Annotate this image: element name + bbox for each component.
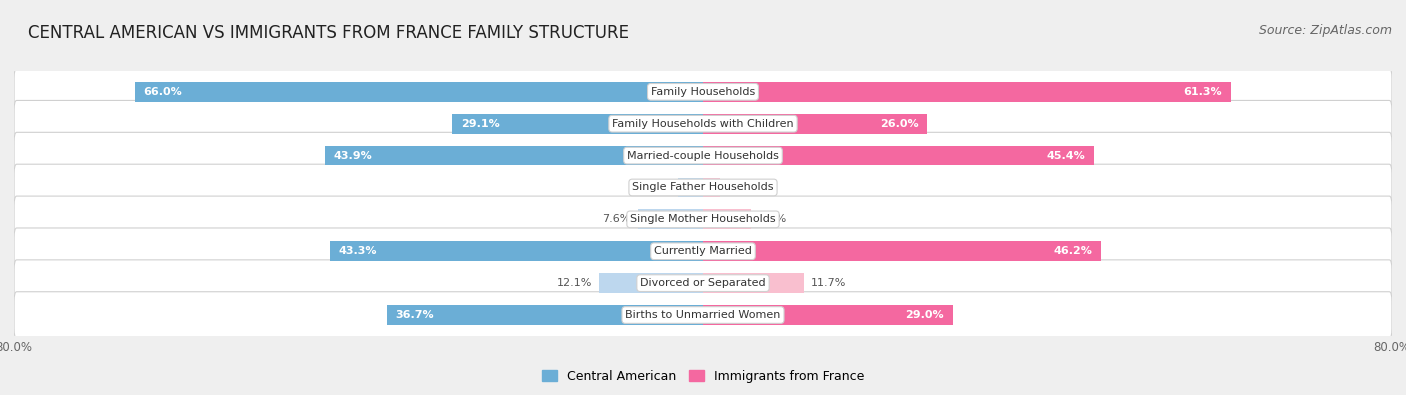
Text: 29.0%: 29.0% [905, 310, 945, 320]
Bar [703, 273, 804, 293]
Text: 26.0%: 26.0% [880, 119, 918, 129]
Text: 12.1%: 12.1% [557, 278, 592, 288]
Bar [599, 273, 703, 293]
FancyBboxPatch shape [14, 132, 1392, 179]
Text: Divorced or Separated: Divorced or Separated [640, 278, 766, 288]
Text: 45.4%: 45.4% [1046, 150, 1085, 161]
Text: 7.6%: 7.6% [602, 214, 631, 224]
Text: 61.3%: 61.3% [1184, 87, 1222, 97]
Text: 36.7%: 36.7% [395, 310, 434, 320]
Text: Married-couple Households: Married-couple Households [627, 150, 779, 161]
FancyBboxPatch shape [14, 196, 1392, 243]
Bar [453, 114, 703, 134]
Text: 11.7%: 11.7% [811, 278, 846, 288]
FancyBboxPatch shape [14, 228, 1392, 275]
Text: 29.1%: 29.1% [461, 119, 499, 129]
Text: 5.6%: 5.6% [758, 214, 786, 224]
Bar [703, 146, 1094, 166]
Bar [325, 146, 703, 166]
Bar [703, 82, 1230, 102]
FancyBboxPatch shape [14, 292, 1392, 338]
FancyBboxPatch shape [14, 260, 1392, 307]
Text: 2.9%: 2.9% [643, 182, 671, 192]
Text: 46.2%: 46.2% [1053, 246, 1092, 256]
Bar [703, 114, 927, 134]
Bar [703, 178, 720, 198]
Text: 43.3%: 43.3% [339, 246, 377, 256]
Text: Births to Unmarried Women: Births to Unmarried Women [626, 310, 780, 320]
Bar [703, 305, 953, 325]
FancyBboxPatch shape [14, 69, 1392, 115]
Text: Single Father Households: Single Father Households [633, 182, 773, 192]
Bar [703, 209, 751, 229]
Bar [678, 178, 703, 198]
Text: 43.9%: 43.9% [333, 150, 373, 161]
Legend: Central American, Immigrants from France: Central American, Immigrants from France [537, 365, 869, 388]
Bar [387, 305, 703, 325]
Text: 2.0%: 2.0% [727, 182, 755, 192]
Text: Family Households with Children: Family Households with Children [612, 119, 794, 129]
Text: CENTRAL AMERICAN VS IMMIGRANTS FROM FRANCE FAMILY STRUCTURE: CENTRAL AMERICAN VS IMMIGRANTS FROM FRAN… [28, 24, 628, 42]
Bar [637, 209, 703, 229]
Bar [135, 82, 703, 102]
Text: 66.0%: 66.0% [143, 87, 181, 97]
Text: Source: ZipAtlas.com: Source: ZipAtlas.com [1258, 24, 1392, 37]
Text: Single Mother Households: Single Mother Households [630, 214, 776, 224]
FancyBboxPatch shape [14, 100, 1392, 147]
Bar [703, 241, 1101, 261]
FancyBboxPatch shape [14, 164, 1392, 211]
Text: Currently Married: Currently Married [654, 246, 752, 256]
Bar [330, 241, 703, 261]
Text: Family Households: Family Households [651, 87, 755, 97]
